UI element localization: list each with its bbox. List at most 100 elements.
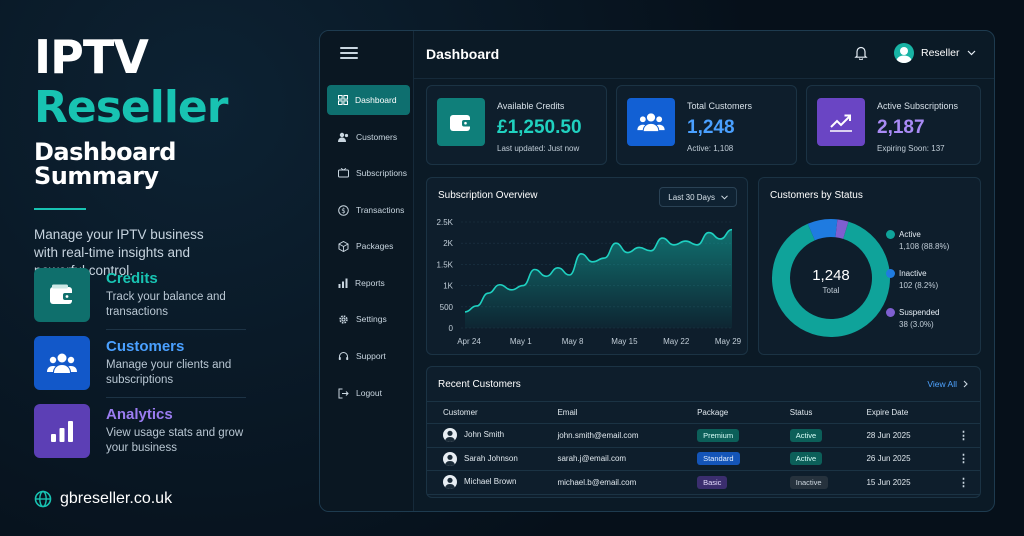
dashboard-window: Dashboard Customers Subscriptions $ Tran… (319, 30, 995, 512)
sidebar-item-reports[interactable]: Reports (327, 268, 410, 298)
customer-name: John Smith (464, 430, 505, 440)
feature-desc: Track your balance and transactions (106, 291, 226, 318)
range-select[interactable]: Last 30 Days (659, 187, 737, 207)
sidebar-item-label: Dashboard (355, 95, 397, 105)
table-row[interactable]: John Smith john.smith@email.com Premium … (427, 423, 980, 448)
stat-card-credits[interactable]: Available Credits £1,250.50 Last updated… (426, 85, 607, 165)
gear-icon (339, 314, 348, 324)
more-vertical-icon[interactable]: ⋮ (958, 447, 980, 471)
avatar (894, 43, 914, 63)
view-all-link[interactable]: View All (927, 379, 968, 389)
sidebar-item-label: Transactions (356, 205, 405, 215)
table-row[interactable]: Michael Brown michael.b@email.com Basic … (427, 470, 980, 495)
sidebar-item-label: Support (356, 351, 386, 361)
column-header: Package (697, 401, 790, 424)
sidebar-item-customers[interactable]: Customers (327, 122, 410, 152)
table-row[interactable]: Sarah Johnson sarah.j@email.com Standard… (427, 447, 980, 471)
x-tick-label: May 1 (510, 337, 532, 346)
legend-suspended: Suspended 38 (3.0%) (886, 307, 939, 331)
subscription-area-chart: 0 500 1K 1.5K 2K 2.5K Apr 24 May 1 May 8 May 15 Ma… (437, 218, 742, 346)
x-tick-label: May 15 (611, 337, 638, 346)
chevron-down-icon (721, 194, 728, 200)
customers-table: Customer Email Package Status Expire Dat… (427, 401, 980, 495)
user-menu[interactable]: Reseller (894, 43, 976, 63)
y-tick-label: 1K (443, 282, 453, 291)
wallet-icon (437, 98, 485, 146)
stat-card-customers[interactable]: Total Customers 1,248 Active: 1,108 (616, 85, 797, 165)
top-bar: Dashboard Reseller (414, 31, 994, 79)
box-icon (338, 240, 349, 252)
dollar-icon: $ (338, 204, 349, 216)
sidebar-item-packages[interactable]: Packages (327, 231, 410, 261)
sidebar: Dashboard Customers Subscriptions $ Tran… (320, 31, 414, 511)
expire-date: 28 Jun 2025 (866, 423, 959, 448)
more-vertical-icon[interactable]: ⋮ (958, 470, 980, 495)
divider (34, 208, 86, 210)
grid-icon (338, 95, 348, 105)
status-badge: Active (789, 452, 823, 466)
bell-icon[interactable] (854, 45, 868, 65)
expire-date: 15 Jun 2025 (866, 470, 959, 495)
divider (106, 329, 246, 330)
sidebar-item-label: Reports (355, 278, 385, 288)
card-title: Customers by Status (770, 190, 863, 201)
trend-up-icon (817, 98, 865, 146)
chevron-down-icon (967, 50, 975, 56)
customer-email: michael.b@email.com (557, 470, 698, 495)
donut-slice-inactive (807, 219, 838, 241)
sidebar-item-support[interactable]: Support (327, 341, 410, 371)
area-fill (465, 229, 732, 328)
divider (106, 397, 246, 398)
customer-email: john.smith@email.com (557, 423, 698, 448)
donut-center-label: Total (823, 286, 840, 295)
sidebar-item-dashboard[interactable]: Dashboard (327, 85, 410, 115)
x-tick-label: May 8 (562, 337, 584, 346)
promo-panel: IPTV Reseller Dashboard Summary Manage y… (34, 34, 304, 280)
bar-chart-icon (34, 404, 90, 458)
avatar (443, 451, 457, 466)
series-line (464, 228, 733, 313)
legend-active: Active 1,108 (88.8%) (886, 229, 949, 253)
website[interactable]: gbreseller.co.uk (34, 490, 172, 508)
x-tick-label: Apr 24 (457, 337, 481, 346)
feature-title: Customers (106, 338, 185, 355)
feature-analytics: Analytics View usage stats and grow your… (34, 404, 246, 462)
stat-sub: Expiring Soon: 137 (877, 144, 945, 153)
card-title: Recent Customers (438, 379, 521, 390)
recent-customers-card: Recent Customers View All Customer Email… (426, 366, 981, 498)
logout-icon (338, 388, 349, 398)
customer-email: sarah.j@email.com (557, 447, 698, 471)
globe-icon (34, 490, 52, 508)
y-tick-label: 500 (440, 303, 454, 312)
sidebar-item-settings[interactable]: Settings (327, 304, 410, 334)
legend-dot (886, 308, 895, 317)
users-icon (34, 336, 90, 390)
view-all-label: View All (927, 379, 957, 389)
stat-value: 1,248 (687, 117, 735, 138)
wallet-icon (34, 268, 90, 322)
avatar (443, 428, 457, 443)
stat-value: 2,187 (877, 117, 925, 138)
legend-label: Active (899, 230, 921, 239)
website-url[interactable]: gbreseller.co.uk (60, 490, 173, 507)
sidebar-item-logout[interactable]: Logout (327, 378, 410, 408)
menu-icon[interactable] (340, 47, 358, 61)
package-badge: Standard (697, 452, 740, 466)
stat-card-subscriptions[interactable]: Active Subscriptions 2,187 Expiring Soon… (806, 85, 981, 165)
more-vertical-icon[interactable]: ⋮ (958, 423, 980, 448)
sidebar-item-label: Subscriptions (356, 168, 408, 178)
card-title: Subscription Overview (438, 190, 538, 201)
sidebar-item-transactions[interactable]: $ Transactions (327, 195, 410, 225)
svg-text:$: $ (341, 207, 345, 215)
table-header: Customer Email Package Status Expire Dat… (427, 401, 980, 424)
legend-inactive: Inactive 102 (8.2%) (886, 268, 938, 292)
package-badge: Basic (697, 475, 728, 489)
sidebar-item-subscriptions[interactable]: Subscriptions (327, 158, 410, 188)
stat-label: Active Subscriptions (877, 101, 959, 111)
tv-icon (338, 168, 349, 178)
sidebar-item-label: Customers (356, 132, 398, 142)
package-badge: Premium (697, 428, 740, 442)
users-icon (627, 98, 675, 146)
feature-customers: Customers Manage your clients and subscr… (34, 336, 246, 398)
sidebar-item-label: Logout (356, 388, 382, 398)
